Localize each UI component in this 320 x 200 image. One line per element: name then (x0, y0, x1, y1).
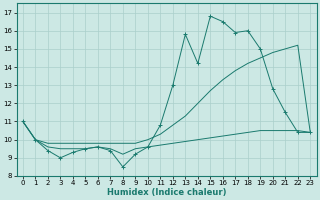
X-axis label: Humidex (Indice chaleur): Humidex (Indice chaleur) (107, 188, 226, 197)
